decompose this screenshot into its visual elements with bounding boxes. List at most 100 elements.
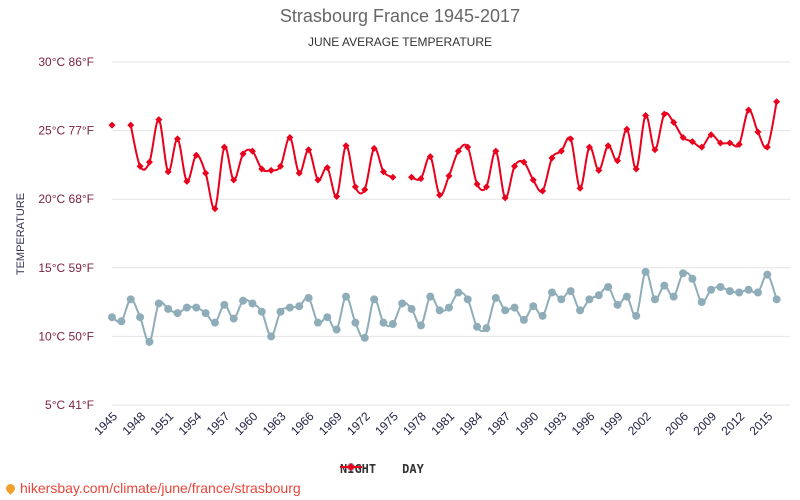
day-point-1965[interactable] — [295, 169, 303, 177]
night-point-2012[interactable] — [735, 288, 744, 297]
night-point-1969[interactable] — [332, 325, 341, 334]
day-point-1954[interactable] — [192, 151, 200, 159]
night-point-2011[interactable] — [725, 287, 734, 296]
night-point-1980[interactable] — [435, 306, 444, 315]
night-point-1957[interactable] — [220, 300, 229, 309]
night-point-1955[interactable] — [201, 309, 210, 318]
day-point-1999[interactable] — [614, 157, 621, 165]
day-point-1996[interactable] — [585, 143, 593, 151]
day-point-2010[interactable] — [716, 139, 724, 147]
day-point-1974[interactable] — [379, 168, 387, 176]
day-point-2007[interactable] — [688, 138, 696, 146]
day-point-1992[interactable] — [548, 154, 556, 162]
night-point-2004[interactable] — [660, 281, 669, 290]
day-point-2013[interactable] — [745, 106, 753, 114]
night-point-2001[interactable] — [632, 311, 641, 320]
day-point-2000[interactable] — [623, 125, 631, 133]
night-point-2009[interactable] — [707, 285, 716, 294]
night-point-1958[interactable] — [229, 314, 238, 323]
day-point-1960[interactable] — [248, 147, 256, 155]
day-point-1993[interactable] — [557, 147, 565, 155]
day-point-1966[interactable] — [305, 146, 313, 154]
day-point-1958[interactable] — [230, 176, 238, 184]
day-point-1981[interactable] — [445, 172, 453, 180]
day-point-1963[interactable] — [277, 162, 284, 170]
day-point-2006[interactable] — [679, 133, 687, 141]
day-point-1951[interactable] — [164, 168, 172, 176]
night-point-2007[interactable] — [688, 274, 697, 283]
day-point-2002[interactable] — [642, 112, 650, 120]
night-point-1968[interactable] — [323, 313, 332, 322]
night-point-1987[interactable] — [501, 306, 510, 315]
night-point-1970[interactable] — [342, 292, 351, 301]
night-point-1959[interactable] — [239, 296, 248, 305]
night-point-2003[interactable] — [650, 295, 659, 304]
day-point-1961[interactable] — [258, 165, 266, 173]
night-point-1963[interactable] — [276, 307, 285, 316]
night-point-1953[interactable] — [182, 303, 191, 312]
day-point-2003[interactable] — [651, 146, 659, 154]
day-point-1989[interactable] — [520, 158, 528, 166]
day-point-1962[interactable] — [267, 166, 275, 174]
day-point-2004[interactable] — [660, 110, 668, 118]
day-point-1948[interactable] — [136, 162, 144, 170]
night-point-1981[interactable] — [445, 303, 453, 312]
day-point-1991[interactable] — [539, 187, 547, 195]
night-point-1961[interactable] — [257, 307, 266, 316]
day-point-1964[interactable] — [286, 133, 294, 141]
day-point-1998[interactable] — [604, 142, 612, 150]
day-point-1990[interactable] — [529, 176, 537, 184]
legend-item-day[interactable]: DAY — [340, 462, 424, 476]
day-point-2011[interactable] — [726, 139, 734, 147]
day-point-1970[interactable] — [342, 142, 350, 150]
night-point-2013[interactable] — [744, 285, 753, 294]
night-point-2014[interactable] — [753, 288, 762, 297]
night-point-2016[interactable] — [772, 295, 781, 304]
day-point-1945[interactable] — [108, 121, 116, 129]
day-point-1978[interactable] — [417, 175, 425, 183]
night-point-1964[interactable] — [285, 303, 294, 312]
night-point-1971[interactable] — [351, 318, 360, 327]
night-point-1975[interactable] — [388, 320, 397, 329]
night-point-1991[interactable] — [538, 311, 547, 320]
night-point-1966[interactable] — [304, 293, 313, 302]
night-point-2002[interactable] — [641, 267, 650, 276]
day-point-1977[interactable] — [408, 173, 416, 181]
day-point-2016[interactable] — [773, 98, 781, 106]
night-point-2006[interactable] — [679, 269, 688, 278]
night-point-1976[interactable] — [398, 299, 407, 308]
day-point-2005[interactable] — [670, 118, 678, 126]
day-point-1979[interactable] — [426, 153, 434, 161]
day-point-1968[interactable] — [323, 164, 331, 172]
day-point-1956[interactable] — [211, 205, 219, 213]
day-point-1980[interactable] — [436, 191, 444, 199]
night-point-2005[interactable] — [669, 292, 678, 301]
day-point-1994[interactable] — [567, 135, 575, 143]
day-point-1957[interactable] — [220, 143, 228, 151]
day-point-1995[interactable] — [576, 184, 584, 192]
day-point-1969[interactable] — [333, 192, 341, 200]
night-point-1962[interactable] — [267, 332, 276, 341]
night-point-1972[interactable] — [360, 333, 369, 342]
night-point-2015[interactable] — [763, 270, 772, 279]
night-point-1994[interactable] — [566, 287, 575, 296]
day-point-2009[interactable] — [707, 131, 715, 139]
night-point-1998[interactable] — [604, 283, 613, 292]
day-point-1982[interactable] — [454, 147, 462, 155]
day-point-1967[interactable] — [314, 176, 322, 184]
night-point-1948[interactable] — [136, 313, 145, 322]
night-point-1983[interactable] — [463, 295, 472, 304]
night-point-1952[interactable] — [173, 309, 182, 318]
night-point-1990[interactable] — [529, 302, 538, 311]
night-point-1947[interactable] — [126, 295, 135, 304]
day-point-1984[interactable] — [473, 180, 481, 188]
night-point-1946[interactable] — [117, 317, 126, 326]
day-point-1997[interactable] — [595, 166, 603, 174]
day-point-1959[interactable] — [239, 150, 247, 158]
day-point-1983[interactable] — [464, 143, 472, 151]
day-point-1973[interactable] — [370, 144, 378, 152]
day-point-1987[interactable] — [501, 194, 509, 202]
night-point-1984[interactable] — [473, 322, 482, 331]
night-point-1992[interactable] — [547, 288, 556, 297]
night-point-1978[interactable] — [416, 321, 425, 330]
